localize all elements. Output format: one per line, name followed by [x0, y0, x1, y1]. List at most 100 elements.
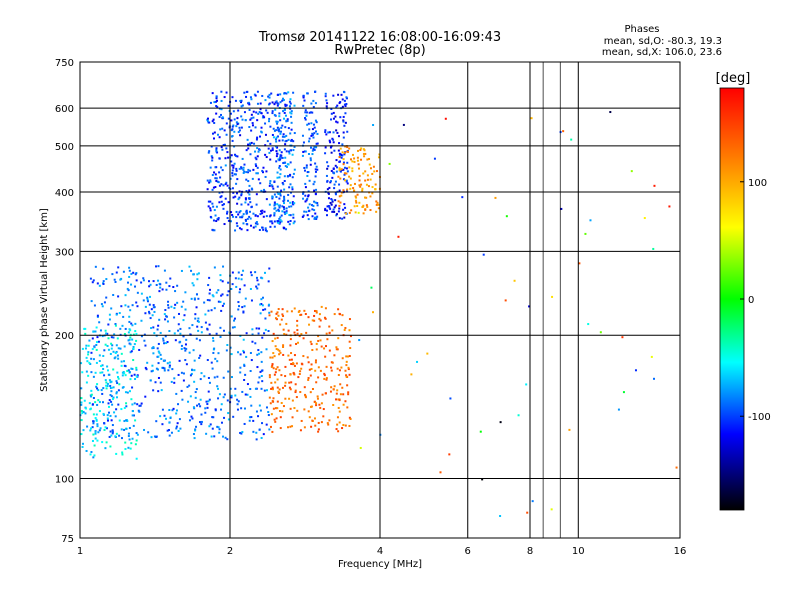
echo-point: [310, 122, 313, 125]
echo-point: [302, 94, 305, 97]
echo-point: [272, 332, 275, 335]
echo-point: [338, 398, 341, 401]
echo-point: [271, 340, 274, 343]
echo-point: [218, 191, 221, 194]
echo-point: [346, 182, 349, 185]
echo-point: [337, 374, 340, 377]
echo-point: [239, 216, 242, 219]
echo-point: [106, 344, 109, 347]
echo-point: [304, 150, 307, 153]
echo-point: [280, 154, 283, 157]
echo-point: [299, 429, 302, 432]
echo-point: [109, 445, 112, 448]
echo-point: [92, 433, 95, 436]
echo-point: [140, 319, 143, 322]
echo-point: [242, 351, 245, 354]
echo-point: [210, 361, 213, 364]
echo-point: [340, 156, 343, 159]
echo-point: [223, 223, 226, 226]
echo-point: [129, 336, 132, 339]
echo-point: [562, 130, 565, 133]
echo-point: [226, 212, 229, 215]
echo-point: [313, 309, 316, 312]
echo-point: [214, 166, 217, 169]
echo-point: [334, 164, 337, 167]
echo-point: [188, 419, 191, 422]
echo-point: [163, 359, 166, 362]
echo-point: [222, 376, 225, 379]
echo-point: [254, 126, 257, 129]
echo-point: [105, 332, 108, 335]
echo-point: [299, 314, 302, 317]
echo-point: [242, 269, 245, 272]
echo-point: [103, 349, 106, 352]
echo-point: [338, 217, 341, 220]
echo-point: [193, 298, 196, 301]
echo-point: [177, 312, 180, 315]
echo-point: [252, 168, 255, 171]
echo-point: [300, 367, 303, 370]
echo-point: [128, 266, 131, 269]
echo-point: [240, 192, 243, 195]
echo-point: [281, 181, 284, 184]
echo-point: [345, 179, 348, 182]
echo-point: [292, 362, 295, 365]
echo-point: [226, 399, 229, 402]
echo-point: [214, 408, 217, 411]
echo-point: [231, 125, 234, 128]
echo-point: [276, 400, 279, 403]
echo-point: [209, 166, 212, 169]
echo-point: [111, 403, 114, 406]
echo-point: [296, 319, 299, 322]
echo-point: [311, 111, 314, 114]
echo-point: [217, 218, 220, 221]
echo-point: [136, 291, 139, 294]
echo-point: [397, 235, 400, 238]
echo-point: [245, 90, 248, 93]
echo-point: [299, 391, 302, 394]
echo-point: [353, 182, 356, 185]
echo-point: [226, 151, 229, 154]
echo-point: [260, 374, 263, 377]
echo-point: [281, 97, 284, 100]
echo-point: [279, 130, 282, 133]
echo-point: [283, 188, 286, 191]
echo-point: [153, 310, 156, 313]
echo-point: [80, 433, 83, 436]
echo-point: [271, 197, 274, 200]
echo-point: [343, 103, 346, 106]
echo-point: [345, 374, 348, 377]
echo-point: [169, 277, 172, 280]
echo-point: [348, 373, 351, 376]
echo-point: [121, 324, 124, 327]
echo-point: [277, 102, 280, 105]
echo-point: [219, 128, 222, 131]
echo-point: [358, 339, 361, 342]
echo-point: [290, 352, 293, 355]
echo-point: [101, 401, 104, 404]
echo-point: [259, 409, 262, 412]
echo-point: [251, 333, 254, 336]
echo-point: [264, 122, 267, 125]
echo-point: [268, 314, 271, 317]
echo-point: [251, 124, 254, 127]
echo-point: [132, 359, 135, 362]
echo-point: [260, 351, 263, 354]
echo-point: [314, 170, 317, 173]
echo-point: [284, 103, 287, 106]
echo-point: [312, 123, 315, 126]
echo-point: [110, 390, 113, 393]
echo-point: [330, 366, 333, 369]
echo-point: [128, 371, 131, 374]
echo-point: [350, 209, 353, 212]
echo-point: [110, 419, 113, 422]
echo-point: [324, 146, 327, 149]
echo-point: [98, 284, 101, 287]
echo-point: [274, 317, 277, 320]
echo-point: [186, 385, 189, 388]
echo-point: [190, 415, 193, 418]
echo-point: [351, 167, 354, 170]
echo-point: [245, 355, 248, 358]
echo-point: [89, 407, 92, 410]
echo-point: [263, 116, 266, 119]
